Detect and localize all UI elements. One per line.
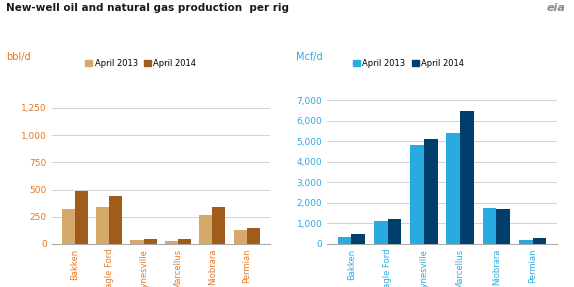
Bar — [61, 209, 75, 244]
Bar — [178, 238, 191, 244]
Bar — [351, 234, 365, 244]
Text: eia: eia — [546, 3, 565, 13]
Bar — [212, 208, 226, 244]
Bar — [410, 145, 424, 244]
Legend: April 2013, April 2014: April 2013, April 2014 — [350, 56, 467, 71]
Bar — [460, 111, 474, 244]
Bar — [374, 221, 387, 244]
Bar — [447, 133, 460, 244]
Bar — [424, 139, 437, 244]
Bar — [247, 228, 260, 244]
Bar — [497, 209, 510, 244]
Bar — [130, 240, 144, 244]
Legend: April 2013, April 2014: April 2013, April 2014 — [82, 56, 200, 71]
Bar — [234, 230, 247, 244]
Bar — [387, 219, 401, 244]
Text: Mcf/d: Mcf/d — [296, 52, 322, 62]
Bar — [199, 215, 212, 244]
Bar — [519, 240, 533, 244]
Bar — [483, 208, 497, 244]
Bar — [533, 238, 546, 244]
Bar — [338, 237, 351, 244]
Bar — [165, 241, 178, 244]
Bar — [109, 195, 122, 244]
Text: New-well oil and natural gas production  per rig: New-well oil and natural gas production … — [6, 3, 289, 13]
Text: bbl/d: bbl/d — [6, 52, 30, 62]
Bar — [96, 207, 109, 244]
Bar — [144, 239, 157, 244]
Bar — [75, 191, 88, 244]
